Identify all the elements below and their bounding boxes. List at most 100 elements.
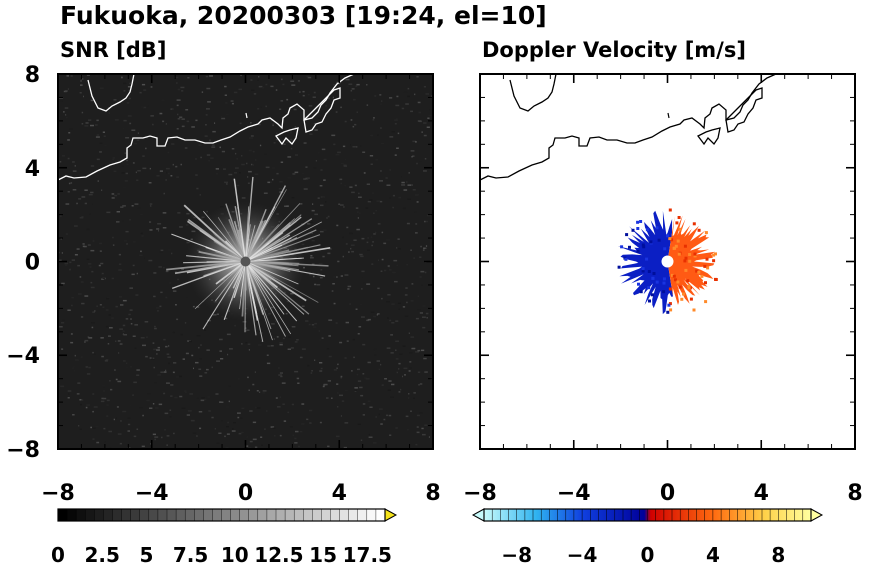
noise-speck — [366, 207, 369, 209]
noise-speck — [117, 381, 121, 383]
noise-speck — [157, 175, 160, 177]
noise-speck — [104, 390, 105, 392]
noise-speck — [235, 167, 239, 169]
noise-speck — [249, 137, 253, 139]
noise-speck — [92, 393, 94, 395]
noise-speck — [224, 86, 227, 88]
noise-speck — [319, 362, 322, 364]
noise-speck — [168, 363, 170, 365]
noise-speck — [113, 244, 115, 246]
velocity-speck — [648, 270, 651, 273]
noise-speck — [401, 176, 402, 178]
noise-speck — [263, 390, 267, 392]
velocity-speck — [667, 304, 670, 307]
noise-speck — [410, 250, 411, 252]
noise-speck — [127, 243, 128, 245]
noise-speck — [327, 348, 329, 350]
noise-speck — [154, 328, 157, 330]
noise-speck — [279, 188, 282, 190]
noise-speck — [123, 330, 125, 332]
noise-speck — [79, 399, 81, 401]
colorbar-swatch — [131, 509, 141, 521]
noise-speck — [187, 121, 190, 123]
noise-speck — [343, 146, 345, 148]
noise-speck — [325, 201, 326, 203]
noise-speck — [91, 100, 94, 102]
velocity-speck — [703, 265, 706, 268]
noise-speck — [384, 270, 386, 272]
noise-speck — [65, 263, 69, 265]
noise-speck — [100, 263, 103, 265]
noise-speck — [186, 213, 189, 215]
noise-speck — [153, 272, 156, 274]
noise-speck — [225, 102, 227, 104]
noise-speck — [246, 163, 247, 165]
noise-speck — [359, 254, 363, 256]
noise-speck — [88, 367, 91, 369]
velocity-speck — [688, 286, 691, 289]
noise-speck — [170, 416, 172, 418]
noise-speck — [69, 269, 71, 271]
noise-speck — [66, 203, 70, 205]
noise-speck — [195, 174, 198, 176]
noise-speck — [296, 339, 299, 341]
colorbar-swatch — [294, 509, 304, 521]
noise-speck — [258, 76, 259, 78]
velocity-speck — [678, 253, 681, 256]
noise-speck — [396, 96, 398, 98]
noise-speck — [320, 185, 323, 187]
noise-speck — [368, 201, 371, 203]
noise-speck — [82, 196, 86, 198]
noise-speck — [155, 407, 159, 409]
noise-speck — [429, 436, 430, 438]
noise-speck — [197, 398, 199, 400]
noise-speck — [125, 137, 129, 139]
velocity-speck — [714, 278, 717, 281]
noise-speck — [163, 212, 167, 214]
noise-speck — [90, 192, 93, 194]
noise-speck — [110, 389, 112, 391]
noise-speck — [246, 330, 250, 332]
noise-speck — [318, 197, 320, 199]
noise-speck — [119, 328, 123, 330]
noise-speck — [137, 140, 140, 142]
noise-speck — [103, 387, 105, 389]
noise-speck — [371, 236, 373, 238]
velocity-speck — [637, 283, 640, 286]
noise-speck — [415, 232, 418, 234]
noise-speck — [123, 128, 124, 130]
noise-speck — [142, 235, 144, 237]
velocity-speck — [673, 275, 676, 278]
velocity-speck — [679, 228, 682, 231]
noise-speck — [395, 320, 398, 322]
noise-speck — [195, 120, 197, 122]
noise-speck — [150, 203, 153, 205]
noise-speck — [103, 339, 105, 341]
noise-speck — [153, 434, 156, 436]
noise-speck — [177, 99, 181, 101]
noise-speck — [420, 276, 422, 278]
noise-speck — [425, 93, 429, 95]
noise-speck — [130, 366, 132, 368]
noise-speck — [341, 163, 344, 165]
noise-speck — [78, 198, 81, 200]
noise-speck — [168, 249, 172, 251]
noise-speck — [377, 360, 380, 362]
noise-speck — [273, 334, 277, 336]
velocity-speck — [688, 260, 691, 263]
noise-speck — [65, 114, 66, 116]
noise-speck — [334, 303, 336, 305]
noise-speck — [177, 128, 179, 130]
noise-speck — [389, 197, 390, 199]
noise-speck — [377, 314, 378, 316]
noise-speck — [267, 363, 270, 365]
noise-speck — [159, 306, 161, 308]
noise-speck — [91, 165, 94, 167]
noise-speck — [420, 161, 423, 163]
noise-speck — [418, 372, 420, 374]
velocity-speck — [694, 253, 697, 256]
noise-speck — [81, 303, 84, 305]
noise-speck — [351, 192, 355, 194]
noise-speck — [396, 118, 397, 120]
noise-speck — [313, 97, 316, 99]
